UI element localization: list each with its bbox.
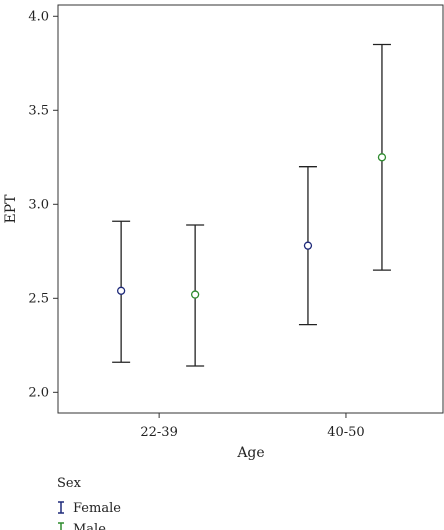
y-axis-title: EPT [3, 194, 19, 224]
legend-label: Male [73, 522, 106, 530]
mean-point [303, 241, 313, 250]
mean-point [116, 286, 126, 295]
y-tick-label: 3.5 [28, 103, 49, 118]
legend: Sex Female Male [57, 476, 121, 530]
y-tick-label: 2.0 [28, 385, 49, 400]
x-tick-label: 40-50 [327, 425, 364, 440]
legend-label: Female [73, 501, 121, 516]
x-tick-label: 22-39 [140, 425, 177, 440]
y-tick-label: 3.0 [28, 197, 49, 212]
plot-frame [57, 4, 444, 414]
y-tick-label: 4.0 [28, 9, 49, 24]
legend-item-female: Female [58, 501, 121, 516]
y-axis: 2.0 2.5 3.0 3.5 4.0 [28, 9, 58, 400]
legend-item-male: Male [58, 522, 106, 530]
error-bar-female [298, 166, 317, 326]
error-bar-male [186, 224, 205, 367]
error-bar-male [372, 43, 391, 271]
error-bars [112, 43, 391, 367]
x-axis-title: Age [236, 445, 264, 461]
error-bar-female [112, 220, 131, 363]
legend-items: Female Male [58, 501, 121, 530]
y-tick-label: 2.5 [28, 291, 49, 306]
x-axis: 22-39 40-50 [140, 413, 365, 440]
legend-title: Sex [57, 476, 82, 491]
mean-point [190, 290, 200, 299]
plot-area: 2.0 2.5 3.0 3.5 4.0 22-39 40-50 [28, 4, 444, 440]
mean-point [377, 153, 387, 162]
